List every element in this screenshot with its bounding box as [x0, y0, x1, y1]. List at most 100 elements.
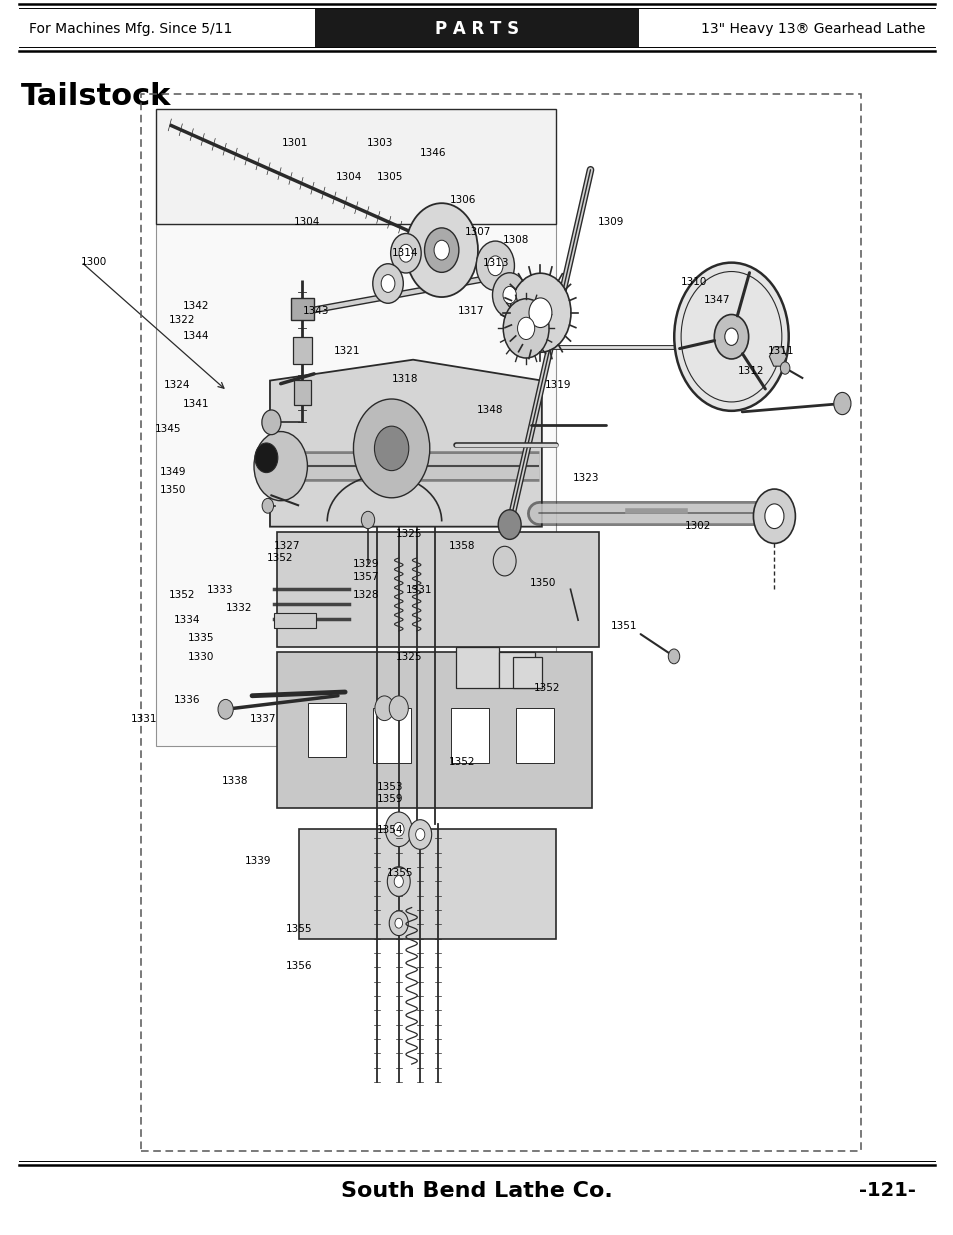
Circle shape	[398, 245, 413, 262]
Circle shape	[780, 362, 789, 374]
Text: For Machines Mfg. Since 5/11: For Machines Mfg. Since 5/11	[29, 22, 232, 36]
Bar	[308, 703, 346, 757]
Text: P A R T S: P A R T S	[435, 21, 518, 38]
Circle shape	[434, 241, 449, 261]
Text: 1307: 1307	[464, 227, 491, 237]
Circle shape	[714, 315, 748, 359]
Text: 1352: 1352	[267, 553, 294, 563]
Text: 1319: 1319	[544, 380, 571, 390]
Text: 1331: 1331	[131, 714, 157, 724]
Text: 1354: 1354	[376, 825, 403, 835]
Text: 1345: 1345	[154, 424, 181, 433]
Text: 1306: 1306	[450, 195, 476, 205]
Text: 1302: 1302	[684, 521, 711, 531]
Circle shape	[389, 911, 408, 936]
Text: 1338: 1338	[221, 776, 248, 785]
Bar	[291, 298, 314, 320]
Circle shape	[667, 648, 679, 663]
Bar	[451, 708, 489, 762]
Text: -121-: -121-	[858, 1181, 915, 1200]
Text: 1303: 1303	[367, 138, 394, 148]
Text: 1343: 1343	[302, 306, 329, 316]
Circle shape	[497, 510, 520, 540]
Circle shape	[492, 273, 526, 317]
Text: 1314: 1314	[392, 248, 418, 258]
Text: 1332: 1332	[226, 603, 253, 613]
Circle shape	[375, 695, 394, 720]
Circle shape	[833, 393, 850, 415]
Text: South Bend Lathe Co.: South Bend Lathe Co.	[341, 1181, 612, 1200]
Text: 1355: 1355	[386, 868, 413, 878]
Circle shape	[253, 431, 307, 500]
Polygon shape	[270, 359, 541, 526]
Text: 1357: 1357	[353, 572, 379, 582]
Text: 1301: 1301	[281, 138, 308, 148]
Text: 1323: 1323	[572, 473, 598, 483]
Text: 1309: 1309	[598, 217, 624, 227]
Polygon shape	[298, 830, 556, 939]
Text: 1328: 1328	[353, 590, 379, 600]
Text: 1325: 1325	[395, 529, 422, 538]
Text: 1348: 1348	[476, 405, 503, 415]
Text: 1337: 1337	[250, 714, 276, 724]
Text: 1353: 1353	[376, 782, 403, 792]
Text: 1318: 1318	[392, 374, 418, 384]
Circle shape	[405, 204, 477, 298]
Text: 1336: 1336	[173, 695, 200, 705]
Text: 1351: 1351	[610, 621, 637, 631]
Text: 1310: 1310	[680, 277, 707, 287]
Text: 1352: 1352	[169, 590, 195, 600]
Text: 1308: 1308	[502, 235, 529, 245]
Circle shape	[374, 426, 408, 471]
Circle shape	[724, 329, 738, 346]
Bar	[372, 708, 410, 762]
Text: Tailstock: Tailstock	[21, 82, 172, 110]
Circle shape	[361, 511, 375, 529]
Circle shape	[476, 241, 514, 290]
Circle shape	[385, 813, 412, 847]
Text: 1359: 1359	[376, 794, 403, 804]
Circle shape	[528, 298, 551, 327]
Circle shape	[381, 274, 395, 293]
Text: 1334: 1334	[173, 615, 200, 625]
Text: 1321: 1321	[334, 346, 360, 356]
Circle shape	[387, 867, 410, 897]
Text: 1330: 1330	[188, 652, 214, 662]
Bar	[515, 708, 553, 762]
Text: 1341: 1341	[183, 399, 210, 409]
Circle shape	[509, 273, 570, 352]
Polygon shape	[274, 614, 316, 627]
Text: 1317: 1317	[457, 306, 484, 316]
Text: 1304: 1304	[335, 172, 362, 182]
Circle shape	[764, 504, 783, 529]
Circle shape	[262, 499, 274, 514]
Bar	[498, 652, 534, 688]
Text: 1311: 1311	[767, 346, 794, 356]
Circle shape	[395, 919, 402, 929]
Bar	[293, 337, 312, 364]
Text: 1305: 1305	[376, 172, 403, 182]
Circle shape	[389, 695, 408, 720]
Circle shape	[254, 443, 277, 473]
Text: 13" Heavy 13® Gearhead Lathe: 13" Heavy 13® Gearhead Lathe	[700, 22, 924, 36]
Bar	[456, 647, 498, 688]
Circle shape	[753, 489, 795, 543]
Circle shape	[391, 233, 421, 273]
Text: 1355: 1355	[286, 924, 313, 934]
Circle shape	[493, 546, 516, 576]
Text: 1312: 1312	[737, 366, 763, 375]
Text: 1350: 1350	[529, 578, 556, 588]
Text: 1300: 1300	[81, 257, 108, 267]
Text: 1344: 1344	[183, 331, 210, 341]
Text: 1327: 1327	[274, 541, 300, 551]
Polygon shape	[276, 532, 598, 647]
Circle shape	[217, 699, 233, 719]
Text: 1313: 1313	[482, 258, 509, 268]
Text: 1347: 1347	[703, 295, 730, 305]
Text: 1335: 1335	[188, 634, 214, 643]
Polygon shape	[155, 224, 556, 746]
Circle shape	[424, 228, 458, 273]
Text: 1333: 1333	[207, 585, 233, 595]
Circle shape	[503, 299, 549, 358]
Text: 1352: 1352	[534, 683, 560, 693]
